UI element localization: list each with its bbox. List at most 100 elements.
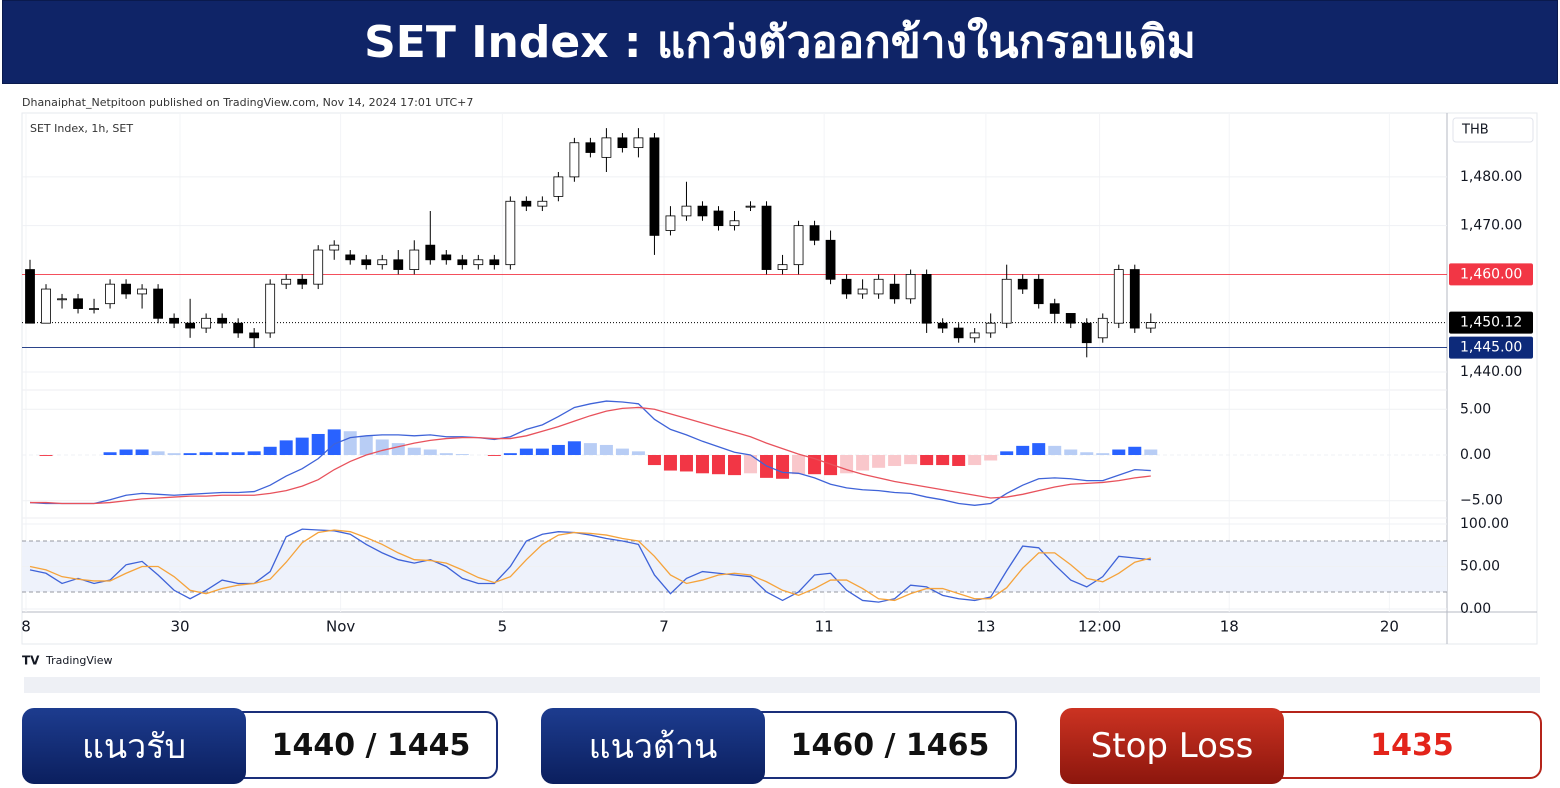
histogram-bar (151, 451, 165, 456)
level-label: Stop Loss (1060, 708, 1284, 784)
histogram-bar (167, 453, 181, 456)
histogram-bar (375, 439, 389, 456)
histogram-bar (215, 452, 229, 456)
currency-box (1452, 117, 1534, 143)
price-label-box (1449, 311, 1533, 334)
candle-body (985, 322, 996, 334)
candle-body (1049, 303, 1060, 314)
histogram-bar (359, 435, 373, 456)
x-tick-label: 13 (976, 618, 995, 636)
y-tick-label: 1,480.00 (1460, 169, 1522, 185)
candle-body (809, 225, 820, 241)
brand-icon: 𝗧𝗩 (22, 654, 40, 668)
candle-body (1145, 322, 1156, 329)
candle-body (921, 274, 932, 324)
histogram-bar (695, 455, 709, 474)
histogram-bar (567, 441, 581, 456)
histogram-bar (792, 455, 806, 475)
price-label-box (1449, 336, 1533, 359)
histogram-bar (407, 447, 421, 456)
candle-body (969, 332, 980, 339)
candle-body (1113, 269, 1124, 324)
candle-body (489, 259, 500, 266)
candle-body (825, 239, 836, 280)
candle-body (553, 176, 564, 197)
y-tick-label: 0.00 (1460, 447, 1491, 463)
candle-body (649, 137, 660, 236)
candle-body (745, 205, 756, 208)
histogram-bar (968, 455, 982, 466)
candle-body (905, 274, 916, 300)
histogram-bar (487, 455, 501, 456)
candle-body (185, 322, 196, 329)
candle-body (841, 278, 852, 295)
x-tick-label: 11 (815, 618, 834, 636)
candle-body (713, 210, 724, 227)
histogram-bar (391, 443, 405, 456)
candle-body (777, 264, 788, 270)
candle-body (473, 259, 484, 266)
histogram-bar (343, 431, 357, 456)
candle-body (665, 215, 676, 231)
candle-body (441, 254, 452, 261)
histogram-bar (327, 429, 341, 456)
level-value: 1440 / 1445 (222, 711, 498, 779)
candle-body (425, 244, 436, 261)
candle-body (1081, 322, 1092, 344)
histogram-bar (183, 453, 197, 456)
candle-body (281, 278, 292, 285)
histogram-bar (551, 444, 565, 456)
candle-body (569, 142, 580, 178)
stop-loss-box: Stop Loss 1435 (1060, 708, 1542, 784)
candle-body (457, 259, 468, 266)
candle-body (1065, 313, 1076, 324)
histogram-bar (583, 443, 597, 456)
level-label: แนวต้าน (541, 708, 765, 784)
histogram-bar (135, 449, 149, 456)
level-value: 1460 / 1465 (741, 711, 1017, 779)
histogram-bar (535, 448, 549, 456)
candle-body (169, 317, 180, 324)
y-tick-label: 1,440.00 (1460, 364, 1522, 380)
histogram-bar (952, 455, 966, 466)
candle-body (1017, 278, 1028, 290)
candle-body (1033, 278, 1044, 305)
symbol-label: SET Index, 1h, SET (30, 122, 133, 135)
candle-body (377, 259, 388, 266)
candle-body (313, 249, 324, 285)
histogram-bar (663, 455, 677, 471)
support-box: แนวรับ 1440 / 1445 (22, 708, 500, 784)
histogram-bar (311, 433, 325, 456)
histogram-bar (904, 455, 918, 465)
candle-body (25, 269, 35, 324)
candle-body (89, 308, 99, 310)
candle-body (729, 220, 740, 227)
candle-body (857, 288, 868, 295)
candle-body (633, 137, 644, 149)
histogram-bar (1112, 449, 1126, 456)
price-label: 1,450.12 (1460, 315, 1522, 331)
brand: TradingView (45, 654, 112, 667)
candle-body (681, 205, 692, 217)
candle-body (601, 137, 612, 158)
candle-body (937, 322, 948, 329)
x-tick-label: 18 (1220, 618, 1239, 636)
histogram-bar (103, 452, 117, 456)
price-label: 1,445.00 (1460, 340, 1522, 356)
histogram-bar (824, 455, 838, 476)
candle-body (697, 205, 708, 217)
histogram-bar (503, 453, 517, 456)
histogram-bar (247, 451, 261, 456)
publisher: Dhanaiphat_Netpitoon published on Tradin… (22, 96, 473, 109)
x-tick-label: 5 (498, 618, 508, 636)
histogram-bar (1048, 445, 1062, 456)
histogram-bar (1064, 449, 1078, 456)
x-tick-label: 30 (170, 618, 189, 636)
level-value: 1435 (1260, 711, 1542, 779)
histogram-bar (920, 455, 934, 466)
candle-body (617, 137, 628, 149)
histogram-bar (728, 455, 741, 476)
chart: Dhanaiphat_Netpitoon published on Tradin… (21, 96, 1540, 693)
price-label: 1,460.00 (1460, 266, 1522, 282)
candle-body (121, 283, 131, 295)
